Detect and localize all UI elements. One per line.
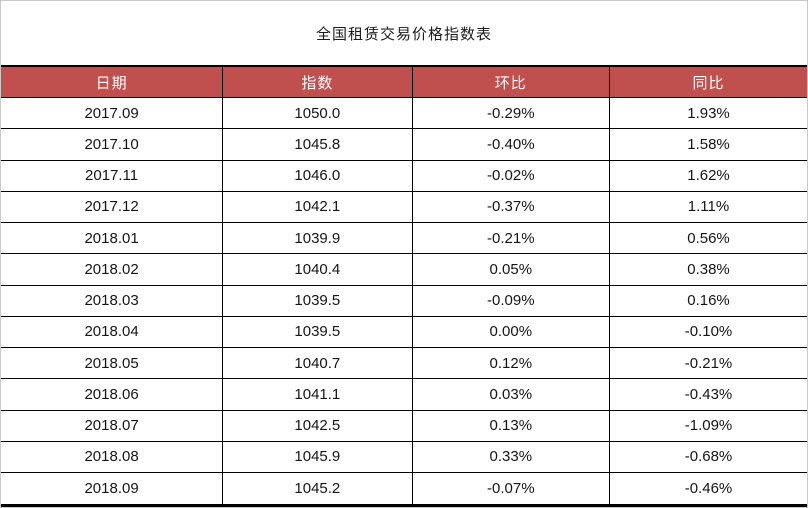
table-cell-date: 2018.08 xyxy=(1,440,224,474)
table-row: 2018.01 1039.9 -0.21% 0.56% xyxy=(1,221,807,255)
table-cell-yoy: 1.62% xyxy=(609,159,807,192)
table-cell-date: 2017.09 xyxy=(1,96,224,130)
table-row: 2018.06 1041.1 0.03% -0.43% xyxy=(1,378,807,411)
table-row: 2018.04 1039.5 0.00% -0.10% xyxy=(1,315,807,349)
table-cell-mom: -0.07% xyxy=(411,472,611,507)
table-cell-yoy: -0.10% xyxy=(609,315,807,349)
table-row: 2018.09 1045.2 -0.07% -0.46% xyxy=(1,472,807,507)
table-cell-date: 2018.07 xyxy=(1,409,224,442)
table-row: 2018.02 1040.4 0.05% 0.38% xyxy=(1,253,807,286)
table-cell-mom: 0.05% xyxy=(411,253,611,286)
table-cell-index: 1045.2 xyxy=(222,472,413,507)
table-cell-index: 1039.5 xyxy=(222,284,413,317)
table-cell-mom: 0.13% xyxy=(411,409,611,442)
table-cell-date: 2018.03 xyxy=(1,284,224,317)
table-cell-date: 2017.12 xyxy=(1,190,224,224)
column-header-index: 指数 xyxy=(222,65,413,98)
table-row: 2017.10 1045.8 -0.40% 1.58% xyxy=(1,128,807,161)
column-header-date: 日期 xyxy=(1,65,224,98)
table-cell-index: 1040.7 xyxy=(222,346,413,380)
table-row: 2017.12 1042.1 -0.37% 1.11% xyxy=(1,190,807,224)
table-cell-mom: -0.02% xyxy=(411,159,611,192)
table-cell-mom: -0.09% xyxy=(411,284,611,317)
table-cell-index: 1040.4 xyxy=(222,253,413,286)
table-cell-index: 1041.1 xyxy=(222,378,413,411)
table-cell-yoy: 1.11% xyxy=(609,190,807,224)
table-cell-index: 1042.5 xyxy=(222,409,413,442)
table-cell-yoy: 1.93% xyxy=(609,96,807,130)
table-cell-date: 2017.11 xyxy=(1,159,224,192)
table-cell-yoy: -0.21% xyxy=(609,346,807,380)
table-cell-mom: -0.21% xyxy=(411,221,611,255)
table-cell-yoy: -0.43% xyxy=(609,378,807,411)
table-row: 2018.03 1039.5 -0.09% 0.16% xyxy=(1,284,807,317)
table-row: 2018.07 1042.5 0.13% -1.09% xyxy=(1,409,807,442)
table-cell-index: 1039.5 xyxy=(222,315,413,349)
table-cell-mom: -0.40% xyxy=(411,128,611,161)
table-cell-yoy: 0.38% xyxy=(609,253,807,286)
table-cell-index: 1039.9 xyxy=(222,221,413,255)
column-header-mom: 环比 xyxy=(411,65,611,98)
table-cell-date: 2018.05 xyxy=(1,346,224,380)
table-header-row: 日期 指数 环比 同比 xyxy=(1,65,807,98)
table-cell-yoy: 1.58% xyxy=(609,128,807,161)
table-row: 2018.08 1045.9 0.33% -0.68% xyxy=(1,440,807,474)
table-cell-date: 2018.06 xyxy=(1,378,224,411)
table-cell-date: 2017.10 xyxy=(1,128,224,161)
column-header-yoy: 同比 xyxy=(609,65,807,98)
table-cell-yoy: 0.56% xyxy=(609,221,807,255)
table-cell-yoy: 0.16% xyxy=(609,284,807,317)
price-index-table: 日期 指数 环比 同比 2017.09 1050.0 -0.29% 1.93% 2017… xyxy=(1,65,807,507)
table-cell-mom: -0.37% xyxy=(411,190,611,224)
page-title: 全国租赁交易价格指数表 xyxy=(315,25,492,43)
table-cell-mom: 0.12% xyxy=(411,346,611,380)
table-cell-index: 1045.9 xyxy=(222,440,413,474)
table-row: 2017.09 1050.0 -0.29% 1.93% xyxy=(1,96,807,130)
table-cell-mom: 0.03% xyxy=(411,378,611,411)
table-cell-date: 2018.04 xyxy=(1,315,224,349)
table-row: 2018.05 1040.7 0.12% -0.21% xyxy=(1,346,807,380)
table-body: 2017.09 1050.0 -0.29% 1.93% 2017.10 1045.8 -0.… xyxy=(1,96,807,507)
table-cell-date: 2018.09 xyxy=(1,472,224,507)
table-cell-yoy: -1.09% xyxy=(609,409,807,442)
table-cell-date: 2018.01 xyxy=(1,221,224,255)
table-cell-index: 1042.1 xyxy=(222,190,413,224)
table-cell-mom: 0.00% xyxy=(411,315,611,349)
table-cell-index: 1050.0 xyxy=(222,96,413,130)
table-cell-yoy: -0.68% xyxy=(609,440,807,474)
table-cell-index: 1046.0 xyxy=(222,159,413,192)
table-cell-date: 2018.02 xyxy=(1,253,224,286)
table-cell-yoy: -0.46% xyxy=(609,472,807,507)
table-cell-index: 1045.8 xyxy=(222,128,413,161)
table-row: 2017.11 1046.0 -0.02% 1.62% xyxy=(1,159,807,192)
table-cell-mom: -0.29% xyxy=(411,96,611,130)
table-cell-mom: 0.33% xyxy=(411,440,611,474)
